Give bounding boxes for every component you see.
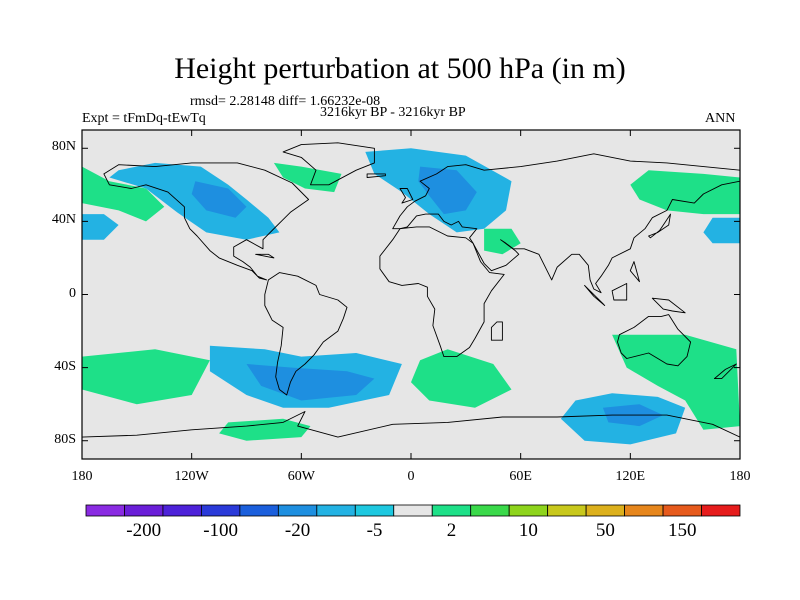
- coastline-14: [366, 173, 386, 178]
- colorbar-label: -200: [126, 520, 162, 541]
- anomaly-region-1: [191, 181, 247, 218]
- colorbar-box-0: [85, 504, 125, 517]
- lat-tick-label: 80S: [54, 431, 76, 447]
- coastline-5: [617, 314, 692, 367]
- stats-label: rmsd= 2.28148 diff= 1.66232e-08: [190, 94, 381, 109]
- colorbar-box-15: [662, 504, 702, 517]
- anomaly-region-17: [219, 418, 311, 441]
- colorbar-box-11: [508, 504, 549, 517]
- colorbar-label: -20: [284, 520, 311, 541]
- anomaly-layer: [82, 148, 740, 445]
- colorbar-label: -100: [203, 520, 239, 541]
- coastline-layer: [82, 142, 740, 459]
- colorbar-label: 50: [595, 520, 615, 541]
- anomaly-region-14: [82, 349, 210, 405]
- coastline-0: [103, 162, 310, 281]
- plot-title: Height perturbation at 500 hPa (in m): [174, 52, 626, 85]
- anomaly-region-3: [418, 166, 477, 215]
- colorbar-box-8: [393, 504, 433, 517]
- colorbar-box-1: [124, 504, 164, 517]
- colorbar-box-4: [239, 504, 279, 517]
- coastline-12: [651, 297, 686, 314]
- axis-ticks: [81, 130, 741, 459]
- coastline-15: [629, 261, 640, 283]
- lat-tick-label: 40N: [51, 212, 76, 228]
- colorbar-box-7: [354, 504, 395, 517]
- lat-tick-label: 80N: [51, 139, 76, 155]
- coastline-10: [584, 284, 606, 306]
- period-label: 3216kyr BP - 3216kyr BP: [320, 105, 466, 120]
- lon-tick-label: 60E: [509, 469, 532, 484]
- colorbar-box-5: [277, 504, 318, 517]
- anomaly-region-13: [630, 170, 740, 215]
- lat-tick-label: 0: [69, 285, 76, 301]
- anomaly-region-4: [82, 214, 119, 240]
- anomaly-region-16: [612, 334, 740, 430]
- season-label: ANN: [705, 111, 736, 126]
- lon-tick-label: 0: [407, 469, 415, 484]
- anomaly-region-0: [109, 162, 280, 240]
- coastline-9: [648, 213, 671, 239]
- anomaly-region-5: [703, 217, 740, 244]
- coastline-13: [713, 363, 737, 380]
- lon-tick-label: 180: [71, 469, 93, 484]
- lon-tick-label: 60W: [287, 469, 315, 484]
- coastline-11: [611, 283, 628, 301]
- anomaly-region-7: [246, 364, 375, 401]
- anomaly-region-10: [82, 166, 165, 222]
- coastline-4: [379, 226, 505, 358]
- colorbar-boxes: [85, 504, 741, 517]
- coastline-2: [264, 272, 348, 396]
- colorbar-label: -5: [366, 520, 383, 541]
- experiment-label: Expt = tFmDq-tEwTq: [82, 111, 206, 126]
- colorbar-box-13: [585, 504, 625, 517]
- lon-tick-label: 120E: [615, 469, 646, 484]
- colorbar-box-12: [547, 504, 587, 517]
- lon-tick-label: 120W: [174, 469, 209, 484]
- colorbar-box-16: [701, 504, 741, 517]
- colorbar-box-14: [624, 504, 664, 517]
- colorbar-box-10: [470, 504, 510, 517]
- coastline-1: [282, 142, 375, 186]
- colorbar-label: 10: [518, 520, 538, 541]
- colorbar-label: 2: [446, 520, 457, 541]
- lat-tick-label: 40S: [54, 358, 76, 374]
- coastline-16: [255, 253, 275, 259]
- colorbar-label: 150: [668, 520, 697, 541]
- colorbar-box-2: [162, 504, 202, 517]
- coastline-3: [392, 153, 740, 294]
- colorbar-box-3: [201, 504, 241, 517]
- coastline-8: [399, 188, 414, 204]
- coastline-6: [82, 411, 740, 459]
- colorbar-box-9: [431, 504, 472, 517]
- coastline-7: [490, 321, 503, 341]
- lon-tick-label: 180: [729, 469, 751, 484]
- anomaly-region-15: [411, 349, 512, 408]
- colorbar-box-6: [316, 504, 356, 517]
